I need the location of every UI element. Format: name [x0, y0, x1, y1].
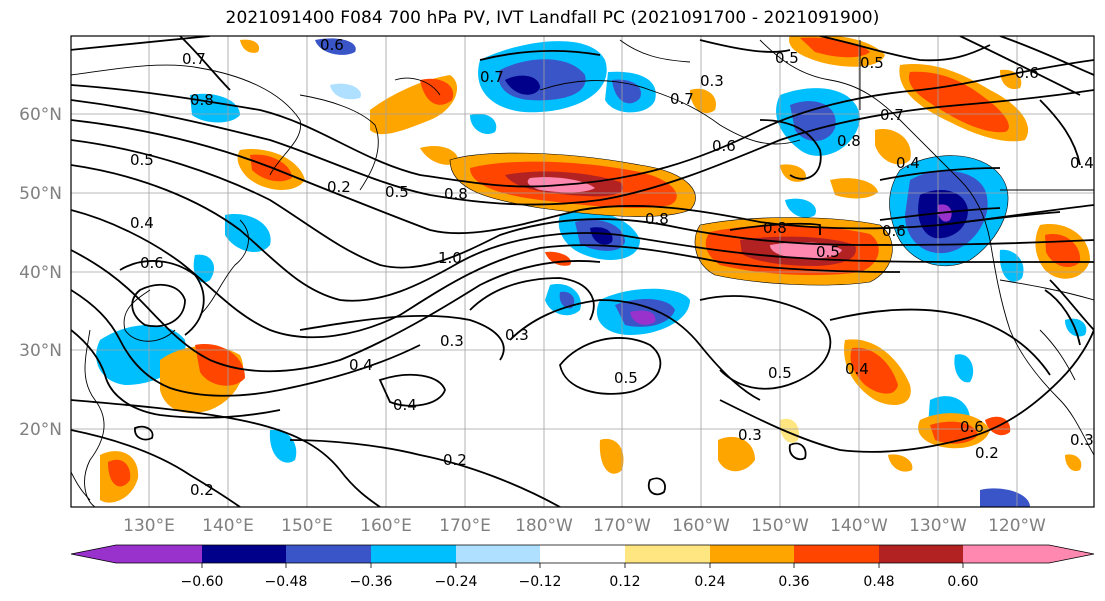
- colorbar-left-extension: [71, 545, 116, 563]
- contour-label: 0.4: [393, 396, 417, 414]
- lon-label: 130°W: [909, 516, 967, 536]
- coastlines: [71, 39, 1094, 507]
- contour-label: 0.5: [768, 364, 792, 382]
- contour-label: 0.8: [763, 219, 787, 237]
- map-title: 2021091400 F084 700 hPa PV, IVT Landfall…: [225, 8, 880, 28]
- longitude-labels: 130°E 140°E 150°E 160°E 170°E 180°W 170°…: [123, 516, 1046, 536]
- contour-label: 0.2: [327, 178, 351, 196]
- colorbar-tick-label: −0.48: [265, 574, 308, 590]
- colorbar-right-extension: [1049, 545, 1094, 563]
- lon-label: 140°E: [202, 516, 254, 536]
- contour-label: 1.0: [438, 249, 462, 267]
- colorbar-segment: [456, 545, 540, 563]
- lat-label: 60°N: [19, 105, 62, 125]
- contour-label: 0.7: [880, 106, 904, 124]
- colorbar-segment: [625, 545, 710, 563]
- contour-label: 0.4: [1070, 154, 1094, 172]
- lon-label: 150°W: [751, 516, 809, 536]
- lon-label: 170°W: [593, 516, 651, 536]
- contour-label: 0.5: [385, 183, 409, 201]
- colorbar-tick-label: −0.24: [435, 574, 478, 590]
- colorbar-tick-label: 0.60: [947, 574, 978, 590]
- contour-label: 0.6: [140, 254, 164, 272]
- contour-label: 0.7: [182, 50, 206, 68]
- contour-label: 0.4: [130, 214, 154, 232]
- colorbar-segment: [116, 545, 202, 563]
- contour-label: 0.2: [975, 444, 999, 462]
- contour-label: 0.8: [645, 210, 669, 228]
- colorbar-segment: [794, 545, 879, 563]
- contour-label: 0.7: [480, 68, 504, 86]
- colorbar-tick-label: 0.12: [609, 574, 640, 590]
- colorbar-segment: [710, 545, 794, 563]
- lon-label: 160°W: [672, 516, 730, 536]
- latitude-labels: 60°N 50°N 40°N 30°N 20°N: [19, 105, 62, 440]
- lon-label: 180°W: [515, 516, 573, 536]
- colorbar-tick-label: 0.36: [778, 574, 809, 590]
- contour-label: 0.4: [896, 154, 920, 172]
- lon-label: 150°E: [281, 516, 333, 536]
- contour-label: 0.3: [440, 332, 464, 350]
- lat-label: 30°N: [19, 341, 62, 361]
- colorbar-tick-label: 0.24: [694, 574, 725, 590]
- contour-label: 0.6: [320, 36, 344, 54]
- contour-label: 0.2: [190, 481, 214, 499]
- lat-label: 40°N: [19, 263, 62, 283]
- contour-label: 0.3: [1070, 431, 1094, 449]
- colorbar-segment: [286, 545, 371, 563]
- lon-label: 140°W: [830, 516, 888, 536]
- colorbar-tick-label: −0.60: [181, 574, 224, 590]
- contour-label: 0.6: [960, 418, 984, 436]
- lon-label: 170°E: [439, 516, 491, 536]
- contour-label: 0.5: [860, 54, 884, 72]
- contour-label: 0.3: [505, 326, 529, 344]
- pv-contours: [71, 36, 1094, 507]
- contour-label: 0.6: [712, 137, 736, 155]
- colorbar-segment: [963, 545, 1049, 563]
- colorbar-segment: [540, 545, 625, 563]
- contour-label: 0.4: [845, 360, 869, 378]
- contour-label: 0.6: [882, 222, 906, 240]
- graticule: [71, 36, 1094, 507]
- lon-label: 130°E: [123, 516, 175, 536]
- contour-label: 0.5: [130, 151, 154, 169]
- contour-label: 0.5: [816, 243, 840, 261]
- contour-labels: 0.7 0.6 0.8 0.5 0.4 0.6 0.2 0.7 0.7 0.3 …: [130, 36, 1094, 499]
- contour-label: 0.6: [1015, 64, 1039, 82]
- colorbar-tick-label: −0.36: [350, 574, 393, 590]
- contour-label: 0.8: [837, 132, 861, 150]
- contour-label: 0.3: [700, 72, 724, 90]
- contour-label: 0.5: [775, 49, 799, 67]
- contour-label: 0.8: [444, 185, 468, 203]
- lat-label: 20°N: [19, 420, 62, 440]
- lon-label: 160°E: [360, 516, 412, 536]
- contour-label: 0.3: [738, 426, 762, 444]
- colorbar: −0.60 −0.48 −0.36 −0.24 −0.12 0.12 0.24 …: [70, 544, 1095, 590]
- anomaly-shading: [96, 36, 1090, 507]
- colorbar-segment: [879, 545, 963, 563]
- map-border: [70, 35, 1095, 508]
- colorbar-tick-label: 0.48: [863, 574, 894, 590]
- contour-label: 0.8: [190, 91, 214, 109]
- colorbar-segment: [202, 545, 286, 563]
- lon-label: 120°W: [988, 516, 1046, 536]
- contour-label: 0.2: [443, 451, 467, 469]
- contour-label: 0.7: [670, 90, 694, 108]
- colorbar-segment: [371, 545, 456, 563]
- lat-label: 50°N: [19, 184, 62, 204]
- contour-label: 0.4: [349, 356, 373, 374]
- contour-label: 0.5: [614, 369, 638, 387]
- colorbar-tick-label: −0.12: [519, 574, 562, 590]
